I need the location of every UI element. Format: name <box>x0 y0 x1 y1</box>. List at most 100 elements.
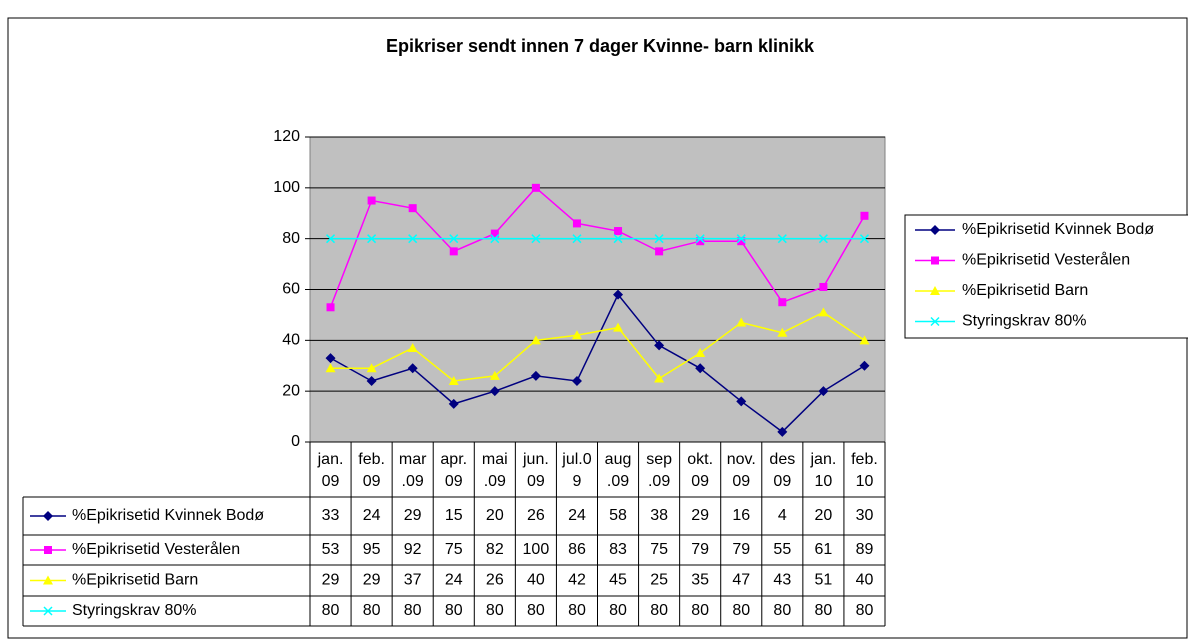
x-tick-label: jun. 09 <box>522 451 549 490</box>
x-tick-label: des 09 <box>769 451 795 490</box>
legend-label: %Epikrisetid Barn <box>962 282 1088 299</box>
table-cell: 80 <box>691 602 709 619</box>
table-cell: 29 <box>691 507 709 524</box>
series-line <box>329 186 866 308</box>
marker <box>448 376 459 385</box>
table-cell: 80 <box>568 602 586 619</box>
marker <box>736 317 747 327</box>
table-row-label: %Epikrisetid Barn <box>72 572 198 589</box>
y-tick-label: 40 <box>282 332 300 349</box>
x-tick-label: jul.0 9 <box>561 451 591 490</box>
table-cell: 37 <box>404 572 422 589</box>
table-cell: 55 <box>773 541 791 558</box>
marker <box>490 234 500 244</box>
marker <box>407 342 418 352</box>
marker <box>489 370 500 380</box>
marker <box>408 234 418 244</box>
table-cell: 80 <box>445 602 463 619</box>
marker <box>43 575 53 585</box>
table-cell: 43 <box>773 572 791 589</box>
x-tick-label: jan. 10 <box>809 451 836 490</box>
table-cell: 15 <box>445 507 463 524</box>
table-cell: 26 <box>527 507 545 524</box>
marker <box>366 376 377 386</box>
y-tick-label: 20 <box>282 382 300 399</box>
table-cell: 30 <box>856 507 874 524</box>
marker <box>43 511 53 521</box>
marker <box>819 282 828 291</box>
table-cell: 24 <box>445 572 463 589</box>
x-tick-label: feb. 09 <box>358 451 385 490</box>
marker <box>859 360 870 371</box>
legend-label: %Epikrisetid Kvinnek Bodø <box>962 221 1154 238</box>
marker <box>325 363 336 373</box>
table-cell: 20 <box>814 507 832 524</box>
marker <box>44 546 52 554</box>
marker <box>654 234 664 244</box>
marker <box>859 335 870 345</box>
legend-label: Styringskrav 80% <box>962 313 1087 330</box>
marker <box>930 286 940 295</box>
marker <box>654 373 665 383</box>
x-tick-label: sep .09 <box>646 451 672 490</box>
table-cell: 29 <box>322 572 340 589</box>
y-tick-label: 100 <box>273 179 300 196</box>
marker <box>695 234 705 244</box>
marker <box>449 234 459 244</box>
y-tick-label: 120 <box>273 128 300 145</box>
marker <box>613 289 624 300</box>
marker <box>571 376 582 386</box>
y-tick-label: 60 <box>282 281 300 298</box>
marker <box>572 234 582 244</box>
marker <box>930 316 940 327</box>
marker <box>859 234 869 244</box>
marker <box>778 298 787 307</box>
marker <box>695 363 706 374</box>
marker <box>931 256 939 265</box>
table-cell: 86 <box>568 541 586 558</box>
table-cell: 80 <box>609 602 627 619</box>
table-cell: 25 <box>650 572 668 589</box>
table-row-label: %Epikrisetid Kvinnek Bodø <box>72 507 264 524</box>
marker <box>367 196 376 205</box>
marker <box>43 606 53 616</box>
table-cell: 40 <box>527 572 545 589</box>
table-row-label: Styringskrav 80% <box>72 602 197 619</box>
marker <box>777 327 788 337</box>
x-tick-label: apr. 09 <box>440 451 467 490</box>
marker <box>736 234 746 244</box>
table-cell: 80 <box>486 602 504 619</box>
table-cell: 80 <box>322 602 340 619</box>
marker <box>655 247 664 256</box>
marker <box>326 303 335 312</box>
table-cell: 95 <box>363 541 381 558</box>
table-cell: 40 <box>856 572 874 589</box>
marker <box>654 340 665 351</box>
table-cell: 80 <box>363 602 381 619</box>
table-cell: 79 <box>691 541 709 558</box>
table-cell: 20 <box>486 507 504 524</box>
table-cell: 80 <box>814 602 832 619</box>
table-cell: 80 <box>732 602 750 619</box>
table-cell: 61 <box>814 541 832 558</box>
x-tick-label: nov. 09 <box>727 451 756 490</box>
table-cell: 79 <box>732 541 750 558</box>
marker <box>777 426 788 437</box>
marker <box>448 398 459 409</box>
x-tick-label: jan. 09 <box>317 451 344 490</box>
table-cell: 58 <box>609 507 627 524</box>
table-row-label: %Epikrisetid Vesterålen <box>72 540 240 558</box>
marker <box>490 229 499 238</box>
chart-title: Epikriser sendt innen 7 dager Kvinne- ba… <box>386 36 815 56</box>
marker <box>489 386 500 397</box>
x-tick-label: feb. 10 <box>851 451 878 490</box>
table-cell: 26 <box>486 572 504 589</box>
marker <box>930 225 940 235</box>
marker <box>860 211 869 220</box>
table-cell: 89 <box>856 541 874 558</box>
marker <box>531 234 541 244</box>
x-tick-label: aug .09 <box>605 451 632 490</box>
marker <box>613 234 623 244</box>
table-cell: 80 <box>650 602 668 619</box>
marker <box>407 363 418 374</box>
